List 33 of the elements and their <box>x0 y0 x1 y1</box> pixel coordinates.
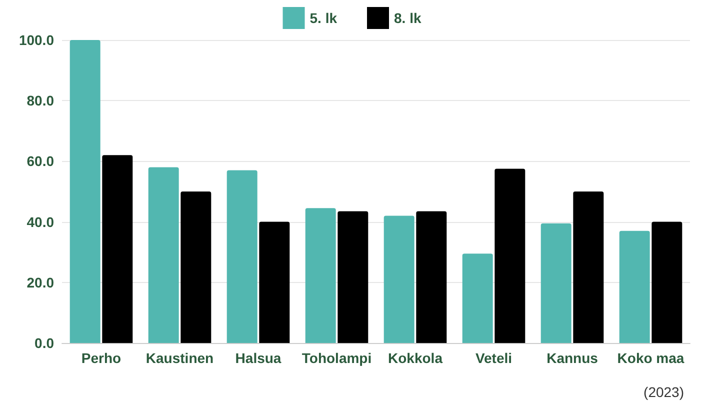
x-tick-label: Koko maa <box>617 350 684 366</box>
bar <box>619 230 650 343</box>
bar <box>259 222 290 343</box>
y-tick-label: 20.0 <box>26 274 54 290</box>
x-tick-label: Kaustinen <box>146 350 214 366</box>
y-tick-label: 80.0 <box>26 92 54 109</box>
x-tick-label: Kannus <box>546 350 598 366</box>
bar <box>102 155 133 343</box>
y-tick-label: 40.0 <box>26 214 54 230</box>
y-tick-label: 60.0 <box>26 153 54 170</box>
x-tick-label: Kokkola <box>388 350 443 366</box>
bar <box>540 223 572 343</box>
x-tick-label: Toholampi <box>302 350 372 366</box>
x-tick-label: Halsua <box>235 350 282 366</box>
bar <box>70 40 100 343</box>
y-tick-label: 0.0 <box>34 335 54 351</box>
legend-label: 8. lk <box>394 10 422 26</box>
x-tick-label: Perho <box>81 350 122 366</box>
bar <box>573 192 604 343</box>
bar <box>148 167 179 343</box>
bar <box>652 222 682 343</box>
legend-label: 5. lk <box>310 10 338 26</box>
bar <box>180 192 212 343</box>
y-tick-label: 100.0 <box>18 32 54 48</box>
bar <box>462 254 493 343</box>
bar <box>416 211 447 343</box>
bar <box>305 208 336 343</box>
bar <box>384 216 414 343</box>
bar <box>338 211 368 343</box>
x-tick-label: Veteli <box>475 350 512 366</box>
text: (2023) <box>644 384 684 400</box>
bar <box>494 168 526 343</box>
bar <box>226 170 258 343</box>
